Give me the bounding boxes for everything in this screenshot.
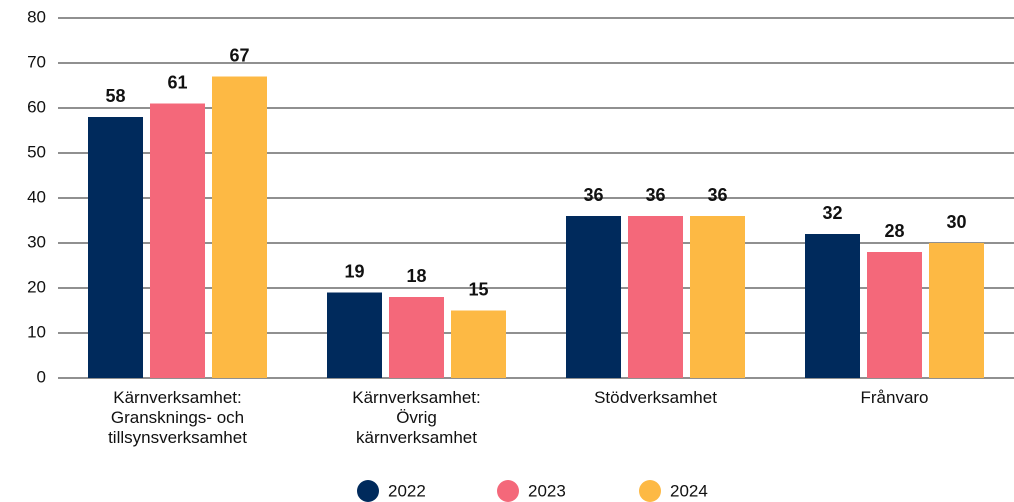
- y-tick-label: 0: [37, 367, 46, 386]
- bar: [628, 216, 683, 378]
- bar: [88, 117, 143, 378]
- value-label: 30: [946, 212, 966, 232]
- legend-swatch: [497, 480, 519, 502]
- x-tick-label: Kärnverksamhet: Övrig kärnverksamhet: [352, 388, 481, 447]
- value-label: 15: [468, 279, 488, 299]
- legend-label: 2023: [528, 481, 566, 500]
- x-tick-label: Kärnverksamhet: Gransknings- och tillsynsv…: [108, 388, 247, 447]
- y-tick-label: 30: [27, 232, 46, 251]
- x-tick-label: Stödverksamhet: [594, 388, 717, 407]
- x-tick-label: Frånvaro: [860, 388, 928, 407]
- value-label: 36: [645, 185, 665, 205]
- y-tick-label: 60: [27, 97, 46, 116]
- value-label: 18: [406, 266, 426, 286]
- bar: [451, 310, 506, 378]
- bar: [566, 216, 621, 378]
- y-tick-label: 40: [27, 187, 46, 206]
- bar: [212, 76, 267, 378]
- y-tick-label: 20: [27, 277, 46, 296]
- bar: [327, 292, 382, 378]
- legend-label: 2024: [670, 481, 708, 500]
- bar: [389, 297, 444, 378]
- y-tick-label: 50: [27, 142, 46, 161]
- value-label: 19: [344, 261, 364, 281]
- y-tick-label: 80: [27, 7, 46, 26]
- value-label: 61: [167, 72, 187, 92]
- legend-label: 2022: [388, 481, 426, 500]
- value-label: 58: [105, 86, 125, 106]
- value-label: 36: [707, 185, 727, 205]
- y-tick-label: 70: [27, 52, 46, 71]
- y-tick-label: 10: [27, 322, 46, 341]
- bar: [867, 252, 922, 378]
- legend-swatch: [639, 480, 661, 502]
- value-label: 32: [822, 203, 842, 223]
- bar: [690, 216, 745, 378]
- bar: [929, 243, 984, 378]
- value-label: 36: [583, 185, 603, 205]
- legend-swatch: [357, 480, 379, 502]
- value-label: 28: [884, 221, 904, 241]
- bar: [805, 234, 860, 378]
- bar: [150, 103, 205, 378]
- value-label: 67: [229, 45, 249, 65]
